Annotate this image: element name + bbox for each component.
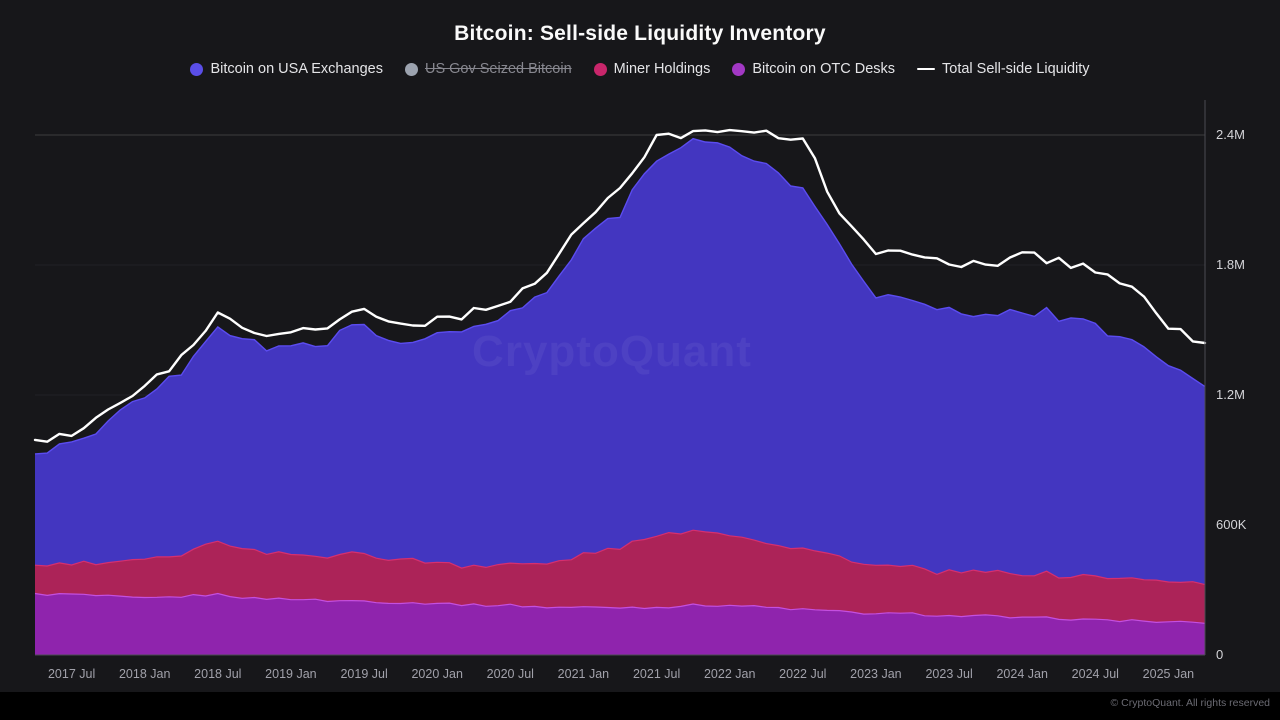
- x-axis-label: 2021 Jan: [557, 667, 610, 681]
- x-axis-label: 2022 Jul: [779, 667, 827, 681]
- chart-title: Bitcoin: Sell-side Liquidity Inventory: [454, 22, 826, 45]
- usa-exchanges-dot-icon: [190, 62, 204, 76]
- legend-label: US Gov Seized Bitcoin: [424, 61, 572, 77]
- y-axis-label: 1.2M: [1216, 387, 1245, 402]
- otc-desks-dot-icon: [732, 62, 746, 76]
- x-axis-label: 2017 Jul: [47, 667, 96, 681]
- x-axis-label: 2021 Jul: [632, 667, 681, 681]
- x-axis-label: 2019 Jul: [340, 667, 388, 681]
- x-axis-label: 2018 Jul: [194, 667, 242, 681]
- legend-item-miner-holdings[interactable]: Miner Holdings: [593, 61, 711, 77]
- copyright-text: © CryptoQuant. All rights reserved: [1110, 697, 1270, 709]
- x-axis-label: 2020 Jan: [411, 667, 463, 681]
- y-axis-label: 2.4M: [1216, 127, 1245, 142]
- x-axis-label: 2024 Jul: [1071, 667, 1119, 681]
- legend-item-otc-desks[interactable]: Bitcoin on OTC Desks: [732, 61, 895, 77]
- x-axis-label: 2019 Jan: [265, 667, 317, 681]
- x-axis-label: 2025 Jan: [1142, 667, 1195, 681]
- x-axis-label: 2020 Jul: [486, 667, 534, 681]
- legend-label: Miner Holdings: [613, 61, 711, 77]
- us-gov-seized-dot-icon: [404, 62, 418, 76]
- footer-bar: © CryptoQuant. All rights reserved: [0, 692, 1280, 720]
- legend: Bitcoin on USA Exchanges US Gov Seized B…: [0, 61, 1280, 77]
- x-axis-label: 2018 Jan: [118, 667, 171, 681]
- total-liquidity-line-icon: [917, 67, 936, 71]
- x-axis-label: 2022 Jan: [703, 667, 756, 681]
- x-axis-label: 2023 Jan: [850, 667, 902, 681]
- x-axis-label: 2024 Jan: [996, 667, 1048, 681]
- legend-label: Bitcoin on OTC Desks: [752, 61, 896, 77]
- miner-holdings-dot-icon: [593, 62, 607, 76]
- y-axis-label: 1.8M: [1216, 257, 1245, 272]
- y-axis-label: 600K: [1216, 517, 1247, 532]
- y-axis-label: 0: [1216, 647, 1224, 662]
- legend-label: Total Sell-side Liquidity: [942, 61, 1090, 77]
- x-axis-label: 2023 Jul: [925, 667, 973, 681]
- legend-item-us-gov-seized[interactable]: US Gov Seized Bitcoin: [404, 61, 572, 77]
- legend-label: Bitcoin on USA Exchanges: [210, 61, 383, 77]
- legend-item-usa-exchanges[interactable]: Bitcoin on USA Exchanges: [190, 61, 383, 77]
- legend-item-total-liquidity[interactable]: Total Sell-side Liquidity: [917, 61, 1090, 77]
